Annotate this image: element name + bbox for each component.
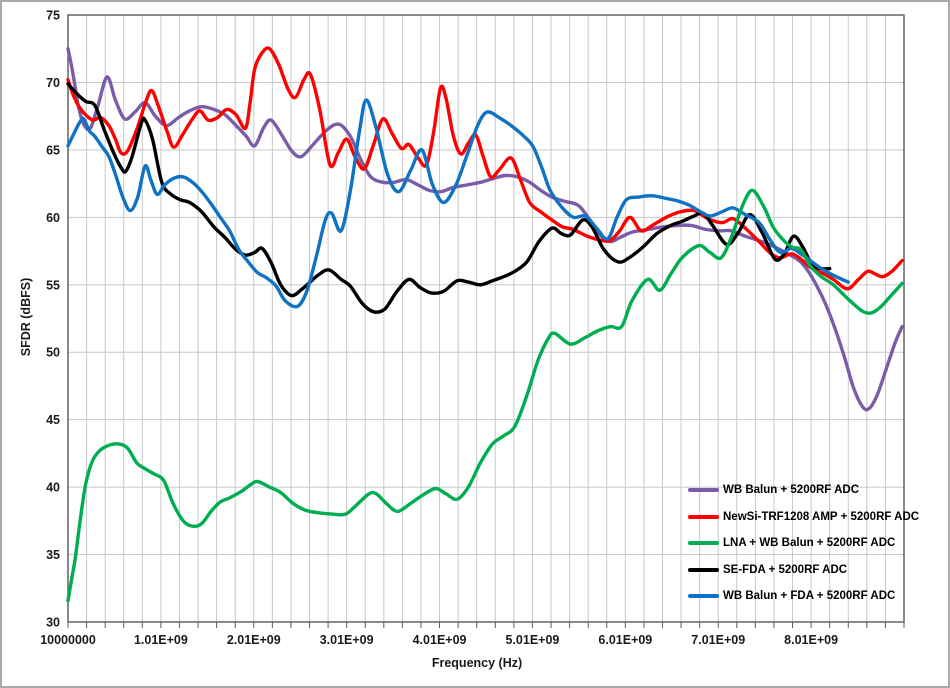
- curve-newsi-trf1208-amp-5200rf-adc: [66, 46, 904, 291]
- x-tick-label: 8.01E+09: [784, 633, 838, 647]
- legend-label: WB Balun + FDA + 5200RF ADC: [723, 590, 896, 603]
- curve-wb-balun-5200rf-adc: [66, 47, 904, 412]
- x-tick-label: 5.01E+09: [506, 633, 560, 647]
- y-tick-label: 35: [46, 548, 60, 562]
- legend-label: WB Balun + 5200RF ADC: [723, 484, 860, 497]
- legend-line-swatch: [688, 488, 719, 493]
- y-tick-label: 70: [46, 76, 60, 90]
- y-tick-label: 30: [46, 616, 60, 630]
- legend-entry: WB Balun + FDA + 5200RF ADC: [688, 583, 919, 610]
- legend-line-swatch: [688, 541, 719, 546]
- y-tick-label: 60: [46, 211, 60, 225]
- x-tick-label: 7.01E+09: [691, 633, 745, 647]
- legend-entry: LNA + WB Balun + 5200RF ADC: [688, 530, 919, 557]
- x-tick-label: 3.01E+09: [320, 633, 374, 647]
- x-tick-label: 1.01E+09: [134, 633, 188, 647]
- x-tick-label: 4.01E+09: [413, 633, 467, 647]
- legend-entry: WB Balun + 5200RF ADC: [688, 477, 919, 504]
- y-tick-label: 65: [46, 143, 60, 157]
- legend-label: NewSi-TRF1208 AMP + 5200RF ADC: [723, 510, 920, 523]
- x-tick-label: 2.01E+09: [227, 633, 281, 647]
- legend-entry: NewSi-TRF1208 AMP + 5200RF ADC: [688, 504, 919, 531]
- y-axis-title: SFDR (dBFS): [19, 277, 33, 357]
- curve-wb-balun-fda-5200rf-adc: [66, 98, 850, 309]
- legend-label: SE-FDA + 5200RF ADC: [723, 563, 848, 576]
- plot-border: [67, 14, 905, 623]
- chart-legend: WB Balun + 5200RF ADC NewSi-TRF1208 AMP +…: [688, 477, 919, 610]
- legend-line-swatch: [688, 567, 719, 572]
- curve-lna-wb-balun-5200rf-adc: [66, 188, 904, 603]
- legend-line-swatch: [688, 514, 719, 519]
- y-tick-label: 45: [46, 413, 60, 427]
- x-tick-label: 10000000: [40, 633, 96, 647]
- y-tick-label: 40: [46, 481, 60, 495]
- y-tick-label: 55: [46, 278, 60, 292]
- x-axis-title: Frequency (Hz): [431, 656, 523, 670]
- legend-label: LNA + WB Balun + 5200RF ADC: [723, 537, 896, 550]
- y-tick-label: 50: [46, 346, 60, 360]
- x-tick-label: 6.01E+09: [598, 633, 652, 647]
- y-tick-label: 75: [46, 9, 60, 23]
- legend-entry: SE-FDA + 5200RF ADC: [688, 557, 919, 584]
- legend-line-swatch: [688, 594, 719, 599]
